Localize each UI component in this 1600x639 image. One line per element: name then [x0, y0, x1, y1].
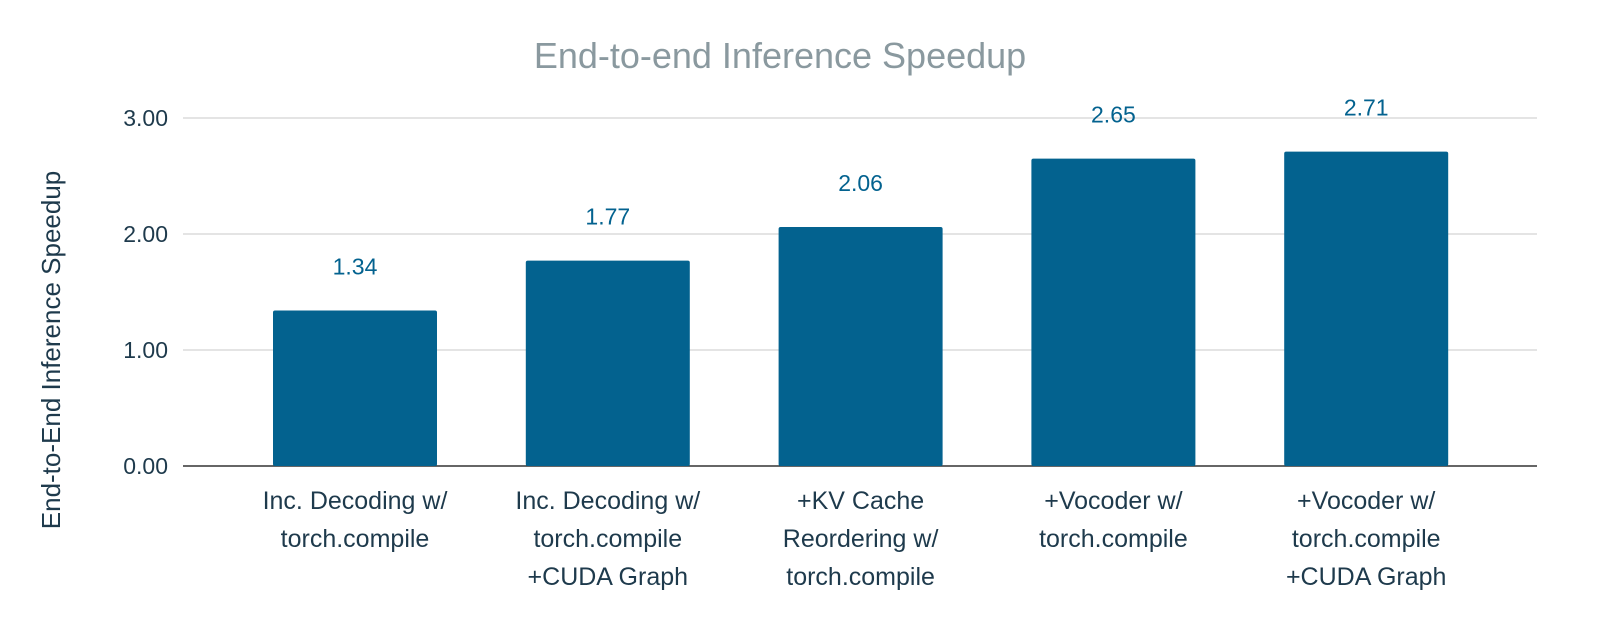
category-label: Reordering w/ [783, 525, 939, 553]
category-label: +KV Cache [797, 487, 924, 515]
category-label: +CUDA Graph [1286, 563, 1447, 591]
y-axis-label: End-to-End Inference Speedup [36, 171, 66, 529]
category-label: Inc. Decoding w/ [263, 487, 448, 515]
y-tick-label: 2.00 [123, 221, 168, 247]
category-label: +Vocoder w/ [1297, 487, 1435, 515]
data-label: 1.77 [585, 204, 630, 230]
category-label: +Vocoder w/ [1044, 487, 1182, 515]
bar [273, 310, 437, 466]
data-label: 2.65 [1091, 102, 1136, 128]
category-labels: Inc. Decoding w/torch.compile Inc. Decodi… [263, 487, 1447, 591]
data-label: 1.34 [333, 254, 378, 280]
bar [1031, 158, 1196, 466]
category-label: torch.compile [281, 525, 430, 553]
bar [525, 260, 690, 466]
category-label: torch.compile [1039, 525, 1188, 553]
data-label: 2.71 [1344, 95, 1389, 121]
y-tick-labels: 0.00 1.00 2.00 3.00 [123, 105, 168, 479]
y-tick-label: 0.00 [123, 453, 168, 479]
bars [273, 151, 1449, 466]
category-label: Inc. Decoding w/ [515, 487, 700, 515]
category-label: torch.compile [533, 525, 682, 553]
bar [1284, 151, 1449, 466]
data-label: 2.06 [838, 170, 883, 196]
category-label: torch.compile [786, 563, 935, 591]
data-labels: 1.34 1.77 2.06 2.65 2.71 [333, 95, 1389, 280]
category-label: +CUDA Graph [528, 563, 689, 591]
category-label: torch.compile [1292, 525, 1441, 553]
bar [778, 227, 943, 466]
y-tick-label: 1.00 [123, 337, 168, 363]
y-tick-label: 3.00 [123, 105, 168, 131]
chart-title: End-to-end Inference Speedup [534, 35, 1026, 76]
